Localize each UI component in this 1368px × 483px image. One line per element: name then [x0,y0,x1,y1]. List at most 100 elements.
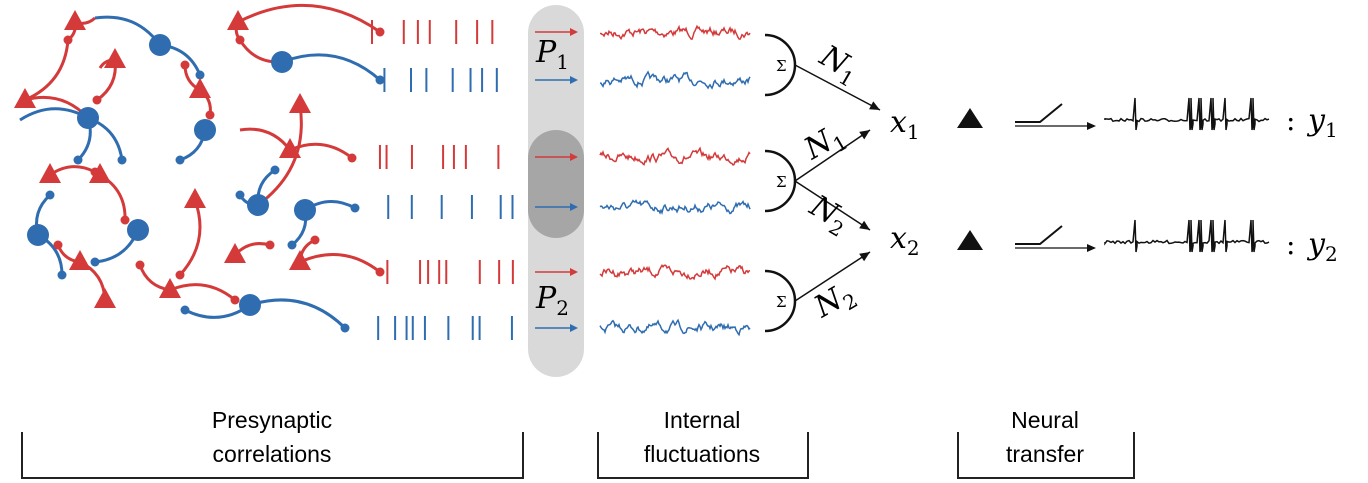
connection [239,127,292,151]
sum-node [764,149,797,213]
synapse [265,240,275,250]
synapse [45,190,55,200]
arrow-head [570,324,578,332]
sum-label: Σ [776,173,787,191]
excitatory-neuron [227,10,249,30]
synapse [230,295,240,305]
synapse [270,165,280,175]
edge [794,64,881,111]
synapse [73,155,83,165]
bracket [957,432,1135,479]
connection [289,142,353,160]
excitatory-neuron [94,288,116,308]
excitatory-neuron [64,10,86,30]
connection [178,199,202,277]
sum-label: Σ [776,293,787,311]
symbol: x [890,221,907,256]
inhibitory-neuron [194,119,216,141]
arrow-head [570,203,578,211]
voltage-trace [1104,219,1270,253]
synapse [205,110,215,120]
sum-label: Σ [776,57,787,75]
symbol: y [1306,227,1326,262]
synapse [347,153,357,163]
rectifier [1015,103,1063,123]
arrow-head [859,130,870,140]
input-label: P2 [535,281,569,320]
voltage-trace [1104,97,1270,131]
synapse [175,270,185,280]
noise-traces [599,24,1270,337]
spike-trains [371,20,578,340]
excitatory-neuron [69,250,91,270]
arrow-head [570,268,578,276]
connection [24,39,70,102]
section-label: correlations [213,441,332,467]
section-label: fluctuations [644,441,760,467]
rectifier [1015,225,1063,245]
arrow-head [570,76,578,84]
inhibitory-neuron [149,34,171,56]
synapse [375,27,385,37]
connection [49,165,96,177]
synapse [195,70,205,80]
symbol: P [535,281,557,316]
output-input: x2 [890,221,920,260]
excitatory-neuron [189,78,211,98]
section-label: Internal [664,407,741,433]
excitatory-neuron [14,88,36,108]
synapse [375,267,385,277]
synapse [375,75,385,85]
neuron-icon [957,230,983,250]
separator: : [1286,104,1295,137]
shared-band [528,130,584,238]
arrow-head [570,28,578,36]
edge-label: N1 [798,117,852,171]
excitatory-neuron [289,250,311,270]
arrow-head [869,101,880,110]
subscript: 2 [556,296,569,320]
inhibitory-neuron [27,224,49,246]
synapse [120,215,130,225]
arrow-head [859,252,870,262]
section-label: transfer [1006,441,1084,467]
separator: : [1286,228,1295,261]
section-label: Presynaptic [212,407,332,433]
noise-trace [600,24,751,41]
excitatory-neuron [289,93,311,113]
connection [169,283,236,302]
subscript: 1 [556,50,569,74]
edge [794,180,871,231]
connection [237,3,381,34]
synapse [53,240,63,250]
noise-trace [599,318,751,337]
synapse [92,95,102,105]
sum-node [764,269,797,333]
arrow-head [570,153,578,161]
inhibitory-neuron [271,51,293,73]
output-label: y2 [1306,227,1338,266]
synapse [340,323,350,333]
synapse [57,270,67,280]
connection [249,298,347,330]
network [14,3,385,333]
synapse [135,260,145,270]
neuron-icon [957,108,983,128]
edge-label: N2 [808,275,862,329]
symbol: x [890,105,907,140]
subscript: 2 [907,236,920,260]
excitatory-neuron [159,278,181,298]
noise-trace [599,199,751,216]
synapse [180,305,190,315]
edge [794,129,871,182]
synapse [175,155,185,165]
connection [299,252,381,274]
noise-trace [599,70,751,90]
noise-trace [599,146,751,166]
bracket [21,432,524,479]
inhibitory-neuron [294,199,316,221]
excitatory-neuron [104,48,126,68]
synapse [90,257,100,267]
arrow-head [859,220,870,230]
